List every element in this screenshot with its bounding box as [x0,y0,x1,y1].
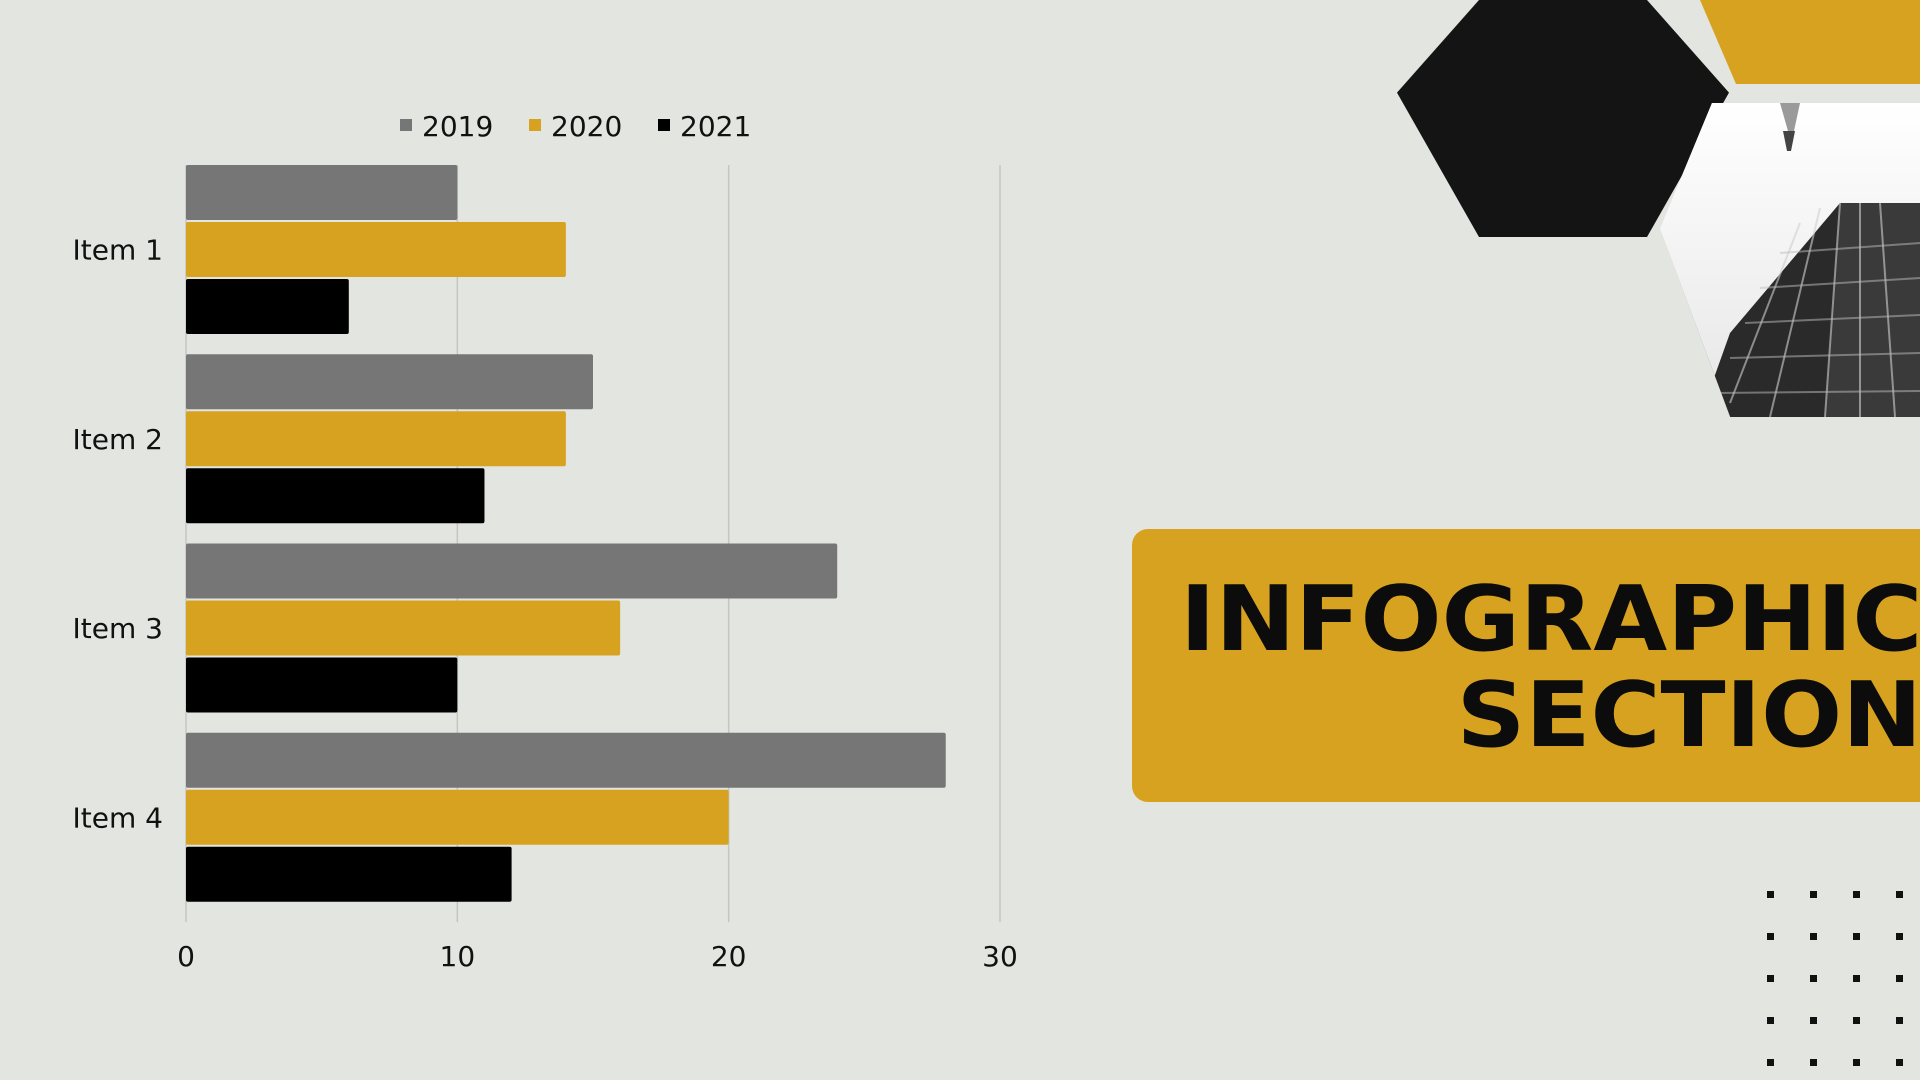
category-label: Item 1 [73,234,163,267]
decor-dot [1767,933,1774,940]
legend-swatch-2020 [529,119,541,131]
bar-2021-item-1 [186,279,349,334]
bar-2020-item-4 [186,789,729,845]
decor-dot [1810,1017,1817,1024]
decor-dot [1853,1059,1860,1066]
bar-2019-item-2 [186,354,593,410]
decor-dot [1810,891,1817,898]
bar-2019-item-1 [186,165,458,220]
decor-dot [1896,1017,1903,1024]
decor-dot [1767,891,1774,898]
x-tick-label: 0 [177,940,195,973]
decor-dot [1853,1017,1860,1024]
title-line-2: SECTION [1456,663,1920,768]
bar-chart: Item 1 Item 2 Item 3 Item 4 0 10 20 30 2019 202… [73,110,1018,973]
decor-dot [1767,1059,1774,1066]
bar-2021-item-4 [186,846,512,902]
bar-2020-item-3 [186,600,621,656]
legend-swatch-2019 [400,119,412,131]
bar-2021-item-3 [186,657,458,713]
decor-dot [1896,891,1903,898]
decor-dot [1853,975,1860,982]
category-label: Item 4 [73,801,163,834]
legend-label-2019: 2019 [422,110,493,143]
decor-dot [1853,933,1860,940]
category-label: Item 3 [73,612,163,645]
bar-2020-item-1 [186,222,566,277]
title-line-1: INFOGRAPHIC [1179,567,1920,672]
gold-hexagon [1700,0,1920,84]
decor-dot [1896,975,1903,982]
decor-dot [1896,1059,1903,1066]
legend-swatch-2021 [658,119,670,131]
x-tick-labels: 0 10 20 30 [177,940,1018,973]
decor-dot [1896,933,1903,940]
category-labels: Item 1 Item 2 Item 3 Item 4 [73,234,163,835]
legend-label-2020: 2020 [551,110,622,143]
bars [186,165,946,902]
dot-grid-decoration [1767,891,1920,1080]
title-box: INFOGRAPHIC SECTION [1132,529,1920,802]
decor-dot [1853,891,1860,898]
decor-dot [1767,975,1774,982]
bar-2021-item-2 [186,468,485,524]
skyscraper-illustration [1660,103,1920,417]
decor-dot [1810,1059,1817,1066]
decor-dot [1767,1017,1774,1024]
bar-2019-item-3 [186,543,838,599]
decor-dot [1810,975,1817,982]
legend-label-2021: 2021 [680,110,751,143]
skyscraper-photo-icon [1660,103,1920,417]
x-tick-label: 10 [440,940,476,973]
x-tick-label: 30 [982,940,1018,973]
bar-2020-item-2 [186,411,566,467]
category-label: Item 2 [73,423,163,456]
legend: 2019 2020 2021 [400,110,751,143]
bar-2019-item-4 [186,732,946,788]
x-tick-label: 20 [711,940,747,973]
decor-dot [1810,933,1817,940]
